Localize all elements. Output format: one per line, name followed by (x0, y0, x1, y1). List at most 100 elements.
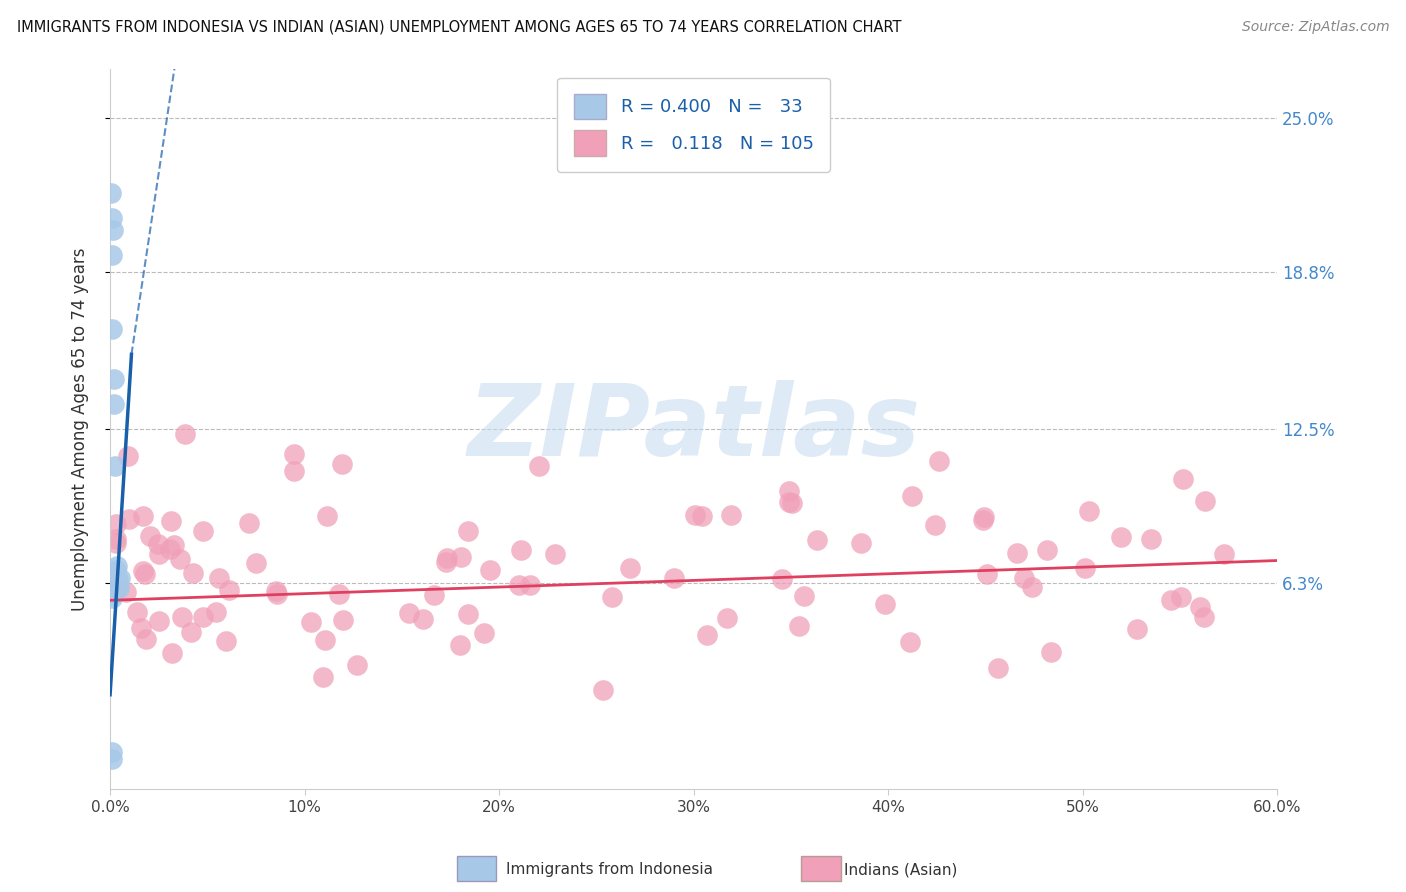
Point (104, 574, 127, 588)
Point (108, 571, 131, 585)
Point (328, 587, 350, 601)
Point (103, 578, 125, 592)
Point (1194, 494, 1216, 508)
Point (159, 541, 181, 556)
Point (600, 590, 623, 604)
Point (543, 547, 565, 561)
Point (103, 583, 125, 598)
Point (135, 632, 157, 647)
Point (592, 682, 614, 697)
Point (973, 510, 995, 524)
Point (173, 426, 195, 441)
Point (107, 578, 129, 592)
Point (508, 578, 530, 592)
Point (1074, 561, 1097, 575)
Point (1188, 600, 1211, 615)
Point (720, 508, 742, 522)
Point (1005, 546, 1028, 560)
Point (163, 538, 186, 552)
Point (160, 646, 183, 660)
Text: IMMIGRANTS FROM INDONESIA VS INDIAN (ASIAN) UNEMPLOYMENT AMONG AGES 65 TO 74 YEA: IMMIGRANTS FROM INDONESIA VS INDIAN (ASI… (17, 20, 901, 35)
Point (330, 458, 353, 472)
Point (132, 565, 155, 579)
Point (115, 585, 138, 599)
Point (104, 516, 127, 531)
Point (218, 582, 240, 597)
Point (332, 613, 354, 627)
Point (148, 547, 170, 561)
Point (875, 597, 897, 611)
Point (283, 447, 305, 461)
Point (472, 625, 495, 640)
Text: ZIPatlas: ZIPatlas (467, 380, 921, 477)
Point (449, 638, 471, 652)
Point (117, 449, 139, 463)
Point (264, 583, 287, 598)
Point (108, 581, 131, 595)
Point (1109, 530, 1132, 544)
Point (662, 571, 685, 585)
Point (509, 543, 531, 558)
Point (478, 563, 501, 577)
Point (972, 513, 994, 527)
Point (148, 536, 170, 550)
Point (412, 612, 434, 626)
Point (793, 589, 815, 603)
Point (104, 566, 127, 580)
Point (104, 575, 127, 590)
Point (105, 536, 128, 550)
Point (987, 661, 1010, 675)
Point (129, 622, 152, 636)
Point (101, 588, 124, 602)
Point (778, 483, 800, 498)
Point (436, 550, 458, 565)
Point (1039, 645, 1062, 659)
Point (696, 628, 718, 642)
Point (312, 670, 335, 684)
Point (789, 619, 811, 633)
Point (924, 517, 946, 532)
Point (205, 605, 228, 619)
Point (101, 575, 124, 590)
Point (690, 508, 713, 523)
Point (208, 570, 231, 584)
Point (101, 745, 124, 759)
Y-axis label: Unemployment Among Ages 65 to 74 years: Unemployment Among Ages 65 to 74 years (72, 247, 89, 611)
Point (299, 615, 322, 630)
Point (104, 532, 127, 546)
Point (716, 610, 738, 624)
Point (107, 574, 129, 588)
Point (159, 514, 181, 528)
Point (148, 614, 170, 628)
Point (100, 186, 122, 200)
Point (1077, 504, 1099, 518)
Point (101, 322, 124, 336)
Point (104, 578, 127, 592)
Point (315, 508, 337, 523)
Point (101, 223, 124, 237)
Legend: R = 0.400   N =   33, R =   0.118   N = 105: R = 0.400 N = 33, R = 0.118 N = 105 (557, 78, 830, 172)
Point (1036, 543, 1059, 558)
Point (193, 524, 215, 539)
Point (238, 516, 260, 531)
Point (103, 583, 125, 598)
Point (1173, 471, 1195, 485)
Point (527, 459, 550, 474)
Point (103, 372, 125, 386)
Point (100, 211, 122, 225)
Point (1126, 623, 1149, 637)
Point (423, 588, 446, 602)
Point (103, 581, 125, 595)
Point (1160, 593, 1182, 607)
Point (245, 556, 267, 570)
Point (191, 609, 214, 624)
Point (180, 625, 202, 640)
Point (901, 489, 924, 503)
Point (103, 574, 125, 588)
Point (1212, 548, 1234, 562)
Point (1170, 591, 1192, 605)
Point (266, 587, 288, 601)
Point (100, 752, 122, 766)
Point (139, 529, 162, 543)
Point (215, 633, 238, 648)
